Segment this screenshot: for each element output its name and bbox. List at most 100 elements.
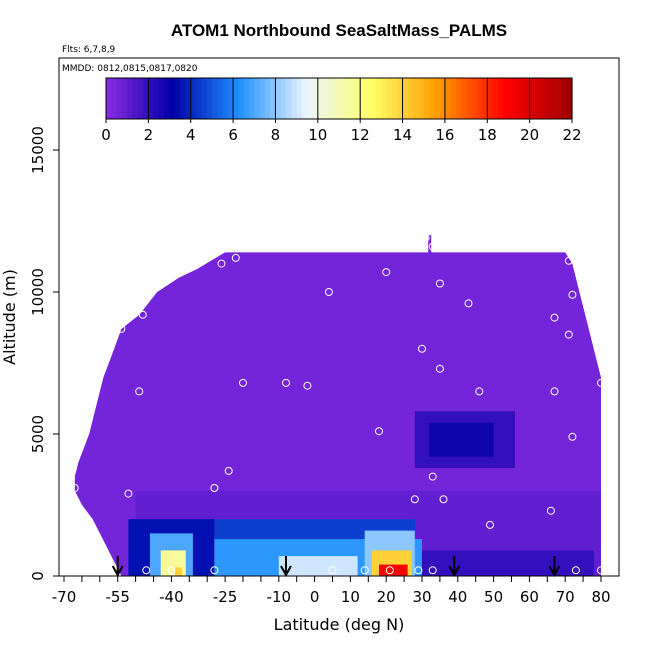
colorbar-tick-label: 14 [393, 126, 412, 144]
profile-arrows [111, 556, 561, 578]
colorbar-swatch [148, 78, 155, 119]
y-axis-label: Altitude (m) [0, 269, 19, 365]
colorbar-swatch [492, 78, 499, 119]
chart-title: ATOM1 Northbound SeaSaltMass_PALMS [171, 21, 507, 40]
colorbar-swatch [201, 78, 208, 119]
colorbar-swatch [286, 78, 292, 119]
y-tick-label: 5000 [29, 415, 47, 453]
sample-point [360, 566, 369, 575]
colorbar-swatch [312, 78, 319, 119]
sample-point [303, 381, 312, 390]
colorbar-frame [105, 77, 573, 120]
colorbar-swatch [418, 78, 425, 119]
sample-point [486, 520, 494, 529]
colorbar-swatch [264, 78, 271, 119]
colorbar-tick-label: 16 [435, 126, 454, 144]
colorbar-swatch [439, 78, 446, 119]
plot-frame [58, 57, 620, 577]
colorbar-swatch [158, 78, 165, 119]
colorbar-swatch [169, 78, 176, 119]
colorbar-swatch [180, 78, 187, 119]
colorbar-swatch [476, 78, 483, 119]
colorbar-swatch [344, 78, 351, 119]
sample-point [435, 279, 444, 288]
colorbar-swatch [487, 78, 494, 119]
colorbar-swatch [471, 78, 478, 119]
sample-point [428, 472, 437, 481]
colorbar-swatch [121, 78, 128, 119]
colorbar-swatch [450, 78, 457, 119]
colorbar-swatch [429, 78, 435, 119]
colorbar-tick-label: 18 [478, 126, 497, 144]
sample-point [282, 378, 290, 387]
sample-point [217, 259, 226, 268]
colorbar-swatch [349, 78, 356, 119]
colorbar-swatch [111, 78, 118, 119]
colorbar-tick-label: 0 [101, 126, 111, 144]
sample-point [117, 324, 126, 333]
colorbar-swatch [561, 78, 568, 119]
sample-point [124, 489, 133, 498]
colorbar-swatch [333, 78, 340, 119]
x-tick-label: -70 [52, 588, 77, 606]
sample-point [210, 566, 219, 575]
colorbar-swatch [190, 78, 197, 119]
colorbar-swatch [296, 78, 303, 119]
heatmap-field [74, 235, 601, 576]
sample-point [142, 566, 151, 575]
y-axis: 0 5000 10000 15000 [29, 126, 59, 581]
sample-point [564, 256, 573, 265]
colorbar-swatch [402, 78, 409, 119]
sample-point [464, 299, 473, 308]
colorbar-swatch [391, 78, 398, 119]
colorbar-swatch [153, 78, 160, 119]
heatmap-cell [175, 567, 183, 576]
sample-point [224, 466, 233, 475]
colorbar-swatch [280, 78, 287, 119]
sample-point [324, 288, 333, 296]
colorbar-swatch [323, 78, 330, 119]
flights-note: Flts: 6,7,8,9 [62, 45, 116, 55]
sample-point [568, 290, 577, 299]
colorbar-swatch [248, 78, 255, 119]
sample-point [138, 310, 147, 319]
colorbar-swatch [217, 78, 224, 119]
colorbar-swatch [317, 78, 324, 119]
sample-point [439, 495, 448, 504]
sample-point [414, 566, 423, 575]
x-tick-label: 70 [556, 588, 575, 606]
colorbar-swatch [407, 78, 414, 119]
colorbar-swatch [566, 78, 573, 119]
sample-point [231, 253, 240, 262]
colorbar-swatch [106, 78, 112, 119]
colorbar-swatch [386, 78, 393, 119]
colorbar: 0 2 4 6 8 10 12 14 16 18 20 22 [101, 77, 582, 144]
sample-point [135, 387, 144, 396]
sample-point [410, 495, 419, 504]
colorbar-swatch [455, 78, 462, 119]
sample-point [375, 427, 383, 436]
x-axis-label: Latitude (deg N) [274, 615, 405, 634]
sample-points [70, 234, 605, 575]
colorbar-swatch [508, 78, 515, 119]
colorbar-tick-label: 12 [351, 126, 370, 144]
colorbar-swatch [513, 78, 520, 119]
colorbar-swatch [365, 78, 372, 119]
colorbar-swatch [519, 78, 525, 119]
x-tick-label: -55 [105, 588, 130, 606]
x-tick-label: 80 [591, 588, 610, 606]
sample-point [385, 566, 394, 575]
colorbar-swatch [460, 78, 467, 119]
colorbar-swatch [301, 78, 308, 119]
sample-point [167, 566, 176, 575]
colorbar-swatch [397, 78, 404, 119]
colorbar-swatch [370, 78, 377, 119]
colorbar-tick-label: 20 [520, 126, 539, 144]
colorbar-swatch [529, 78, 536, 119]
profile-arrow [548, 556, 561, 578]
colorbar-swatch [376, 78, 382, 119]
sample-point [568, 432, 577, 441]
colorbar-swatch [243, 78, 250, 119]
sample-point [550, 313, 559, 322]
